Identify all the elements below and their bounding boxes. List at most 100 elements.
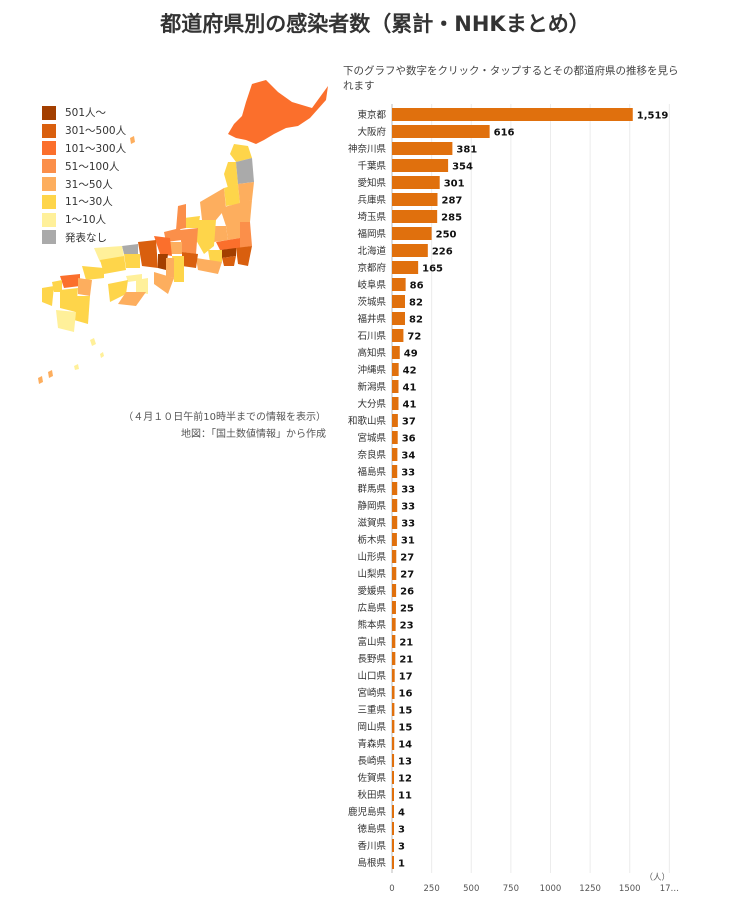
bar-value-label[interactable]: 1,519 xyxy=(637,111,669,122)
map-nagano[interactable] xyxy=(196,220,216,254)
map-osaka[interactable] xyxy=(158,254,168,270)
bar[interactable] xyxy=(392,312,405,325)
bar-value-label[interactable]: 82 xyxy=(409,298,423,309)
map-mie[interactable] xyxy=(172,256,184,282)
bar[interactable] xyxy=(392,754,395,767)
map-miyazaki[interactable] xyxy=(74,296,90,324)
map-saga[interactable] xyxy=(52,280,62,292)
category-label[interactable]: 香川県 xyxy=(357,841,386,852)
map-yamagata[interactable] xyxy=(224,184,240,206)
bar-value-label[interactable]: 4 xyxy=(398,808,405,819)
category-label[interactable]: 島根県 xyxy=(357,857,386,869)
category-label[interactable]: 兵庫県 xyxy=(357,194,386,206)
bar[interactable] xyxy=(392,584,397,597)
map-hyogo[interactable] xyxy=(138,240,158,268)
category-label[interactable]: 福井県 xyxy=(357,313,386,325)
category-label[interactable]: 熊本県 xyxy=(357,619,386,631)
bar-value-label[interactable]: 42 xyxy=(403,366,417,377)
bar[interactable] xyxy=(392,329,404,342)
bar[interactable] xyxy=(392,125,490,138)
bar[interactable] xyxy=(392,261,419,274)
bar-value-label[interactable]: 26 xyxy=(400,587,414,598)
category-label[interactable]: 山梨県 xyxy=(357,568,386,580)
bar[interactable] xyxy=(392,635,396,648)
map-hokkaido[interactable] xyxy=(228,80,328,144)
bar[interactable] xyxy=(392,601,396,614)
category-label[interactable]: 京都府 xyxy=(357,262,386,274)
bar-value-label[interactable]: 31 xyxy=(401,536,415,547)
map-yamaguchi[interactable] xyxy=(82,266,104,280)
category-label[interactable]: 和歌山県 xyxy=(348,415,387,427)
bar[interactable] xyxy=(392,397,399,410)
bar[interactable] xyxy=(392,142,453,155)
bar[interactable] xyxy=(392,839,394,852)
category-label[interactable]: 石川県 xyxy=(357,331,386,342)
bar[interactable] xyxy=(392,720,395,733)
map-chiba[interactable] xyxy=(236,246,252,266)
map-hiroshima[interactable] xyxy=(100,256,126,274)
bar-value-label[interactable]: 41 xyxy=(402,383,416,394)
bar[interactable] xyxy=(392,193,438,206)
bar[interactable] xyxy=(392,686,395,699)
bar-value-label[interactable]: 381 xyxy=(456,145,477,156)
map-yamanashi[interactable] xyxy=(208,250,222,262)
bar[interactable] xyxy=(392,414,398,427)
bar-value-label[interactable]: 33 xyxy=(401,519,415,530)
category-label[interactable]: 大分県 xyxy=(357,398,386,410)
category-label[interactable]: 三重県 xyxy=(357,704,386,716)
bar-value-label[interactable]: 301 xyxy=(444,179,465,190)
bar-value-label[interactable]: 27 xyxy=(400,553,414,564)
category-label[interactable]: 宮城県 xyxy=(357,432,386,444)
category-label[interactable]: 群馬県 xyxy=(357,483,386,495)
map-iwate[interactable] xyxy=(236,158,254,184)
map-niigata[interactable] xyxy=(200,188,226,220)
bar[interactable] xyxy=(392,295,405,308)
bar[interactable] xyxy=(392,618,396,631)
bar-value-label[interactable]: 226 xyxy=(432,247,453,258)
bar-value-label[interactable]: 17 xyxy=(399,672,413,683)
map-aomori[interactable] xyxy=(230,144,252,162)
map-kyoto[interactable] xyxy=(154,236,172,256)
bar-value-label[interactable]: 33 xyxy=(401,485,415,496)
bar-value-label[interactable]: 285 xyxy=(441,213,462,224)
bar-value-label[interactable]: 354 xyxy=(452,162,473,173)
bar[interactable] xyxy=(392,550,397,563)
map-kochi[interactable] xyxy=(118,292,146,306)
category-label[interactable]: 奈良県 xyxy=(357,449,386,461)
bar[interactable] xyxy=(392,499,398,512)
map-ehime[interactable] xyxy=(108,280,128,302)
category-label[interactable]: 岡山県 xyxy=(357,722,386,733)
category-label[interactable]: 福島県 xyxy=(357,466,386,478)
bar-value-label[interactable]: 21 xyxy=(399,655,413,666)
map-kanagawa[interactable] xyxy=(222,256,236,266)
bar-value-label[interactable]: 3 xyxy=(398,825,405,836)
bar[interactable] xyxy=(392,465,398,478)
bar[interactable] xyxy=(392,448,398,461)
category-label[interactable]: 青森県 xyxy=(357,738,386,750)
bar-value-label[interactable]: 72 xyxy=(407,332,421,343)
map-saitama[interactable] xyxy=(216,238,240,250)
category-label[interactable]: 長野県 xyxy=(357,654,386,665)
bar[interactable] xyxy=(392,227,432,240)
bar[interactable] xyxy=(392,516,398,529)
bar[interactable] xyxy=(392,805,394,818)
category-label[interactable]: 岐阜県 xyxy=(357,279,386,291)
bar-value-label[interactable]: 82 xyxy=(409,315,423,326)
bar-value-label[interactable]: 27 xyxy=(400,570,414,581)
category-label[interactable]: 千葉県 xyxy=(357,160,386,172)
bar[interactable] xyxy=(392,482,398,495)
bar-value-label[interactable]: 49 xyxy=(404,349,418,360)
map-wakayama[interactable] xyxy=(154,272,174,294)
bar-value-label[interactable]: 34 xyxy=(401,451,415,462)
bar[interactable] xyxy=(392,771,394,784)
category-label[interactable]: 静岡県 xyxy=(357,500,386,512)
category-label[interactable]: 神奈川県 xyxy=(348,143,387,155)
map-shiga[interactable] xyxy=(170,242,182,254)
category-label[interactable]: 愛媛県 xyxy=(357,585,386,597)
bar-value-label[interactable]: 41 xyxy=(402,400,416,411)
map-fukuoka[interactable] xyxy=(60,274,80,288)
map-akita[interactable] xyxy=(224,162,238,188)
bar-value-label[interactable]: 36 xyxy=(402,434,416,445)
map-miyagi[interactable] xyxy=(238,182,254,204)
category-label[interactable]: 富山県 xyxy=(357,636,386,648)
